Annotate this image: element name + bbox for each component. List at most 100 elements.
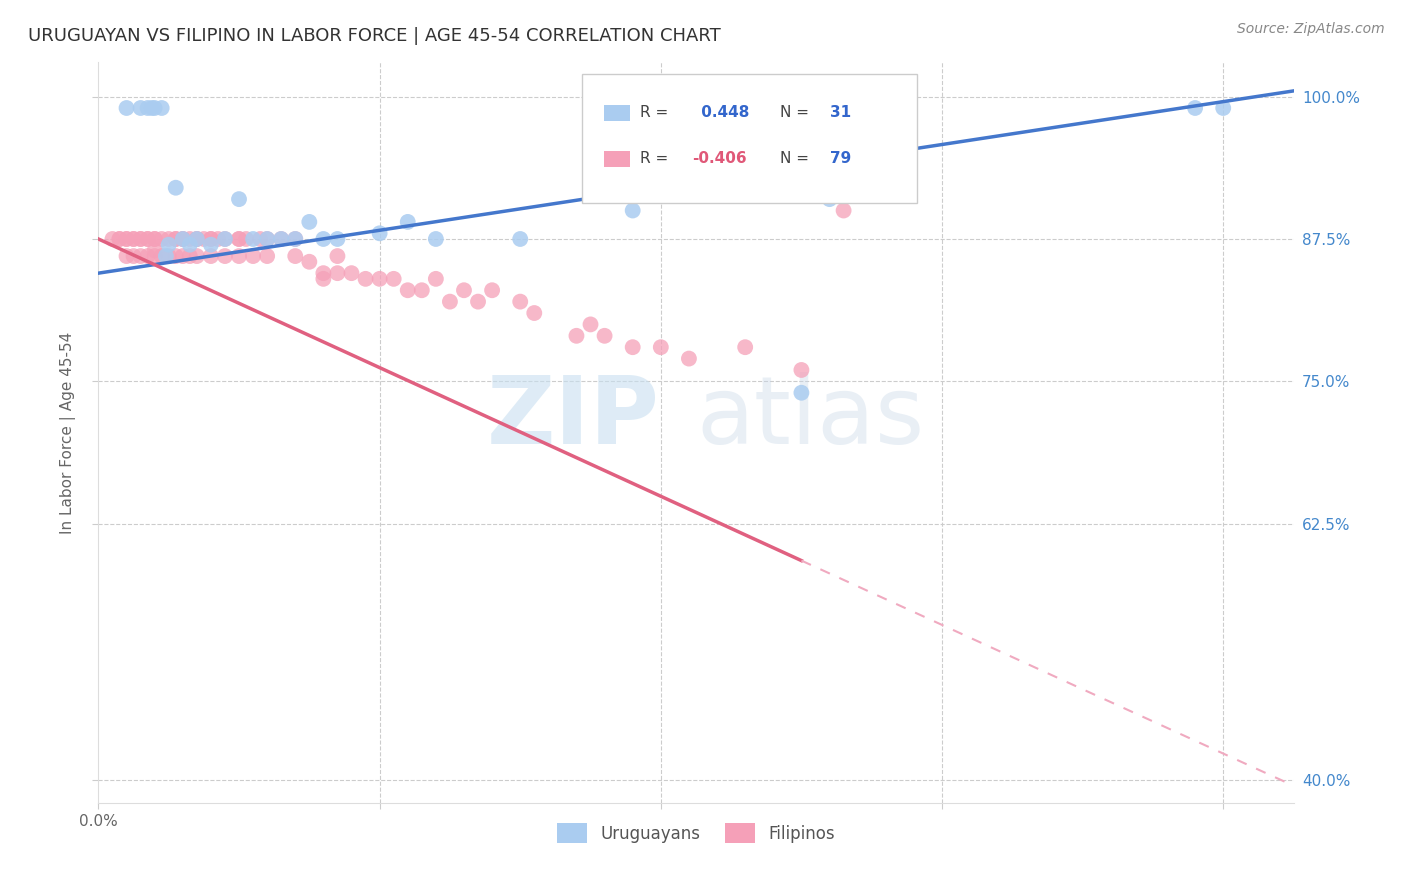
Point — [214, 232, 236, 246]
Point — [136, 232, 159, 246]
Point — [326, 232, 349, 246]
Point — [467, 294, 489, 309]
Point — [150, 249, 173, 263]
Point — [200, 237, 222, 252]
Point — [214, 232, 236, 246]
Point — [256, 232, 278, 246]
Point — [165, 180, 187, 194]
Point — [368, 272, 391, 286]
Point — [678, 351, 700, 366]
Point — [326, 249, 349, 263]
Point — [115, 249, 138, 263]
Point — [172, 232, 194, 246]
Point — [453, 283, 475, 297]
Text: R =: R = — [640, 151, 673, 166]
Point — [214, 249, 236, 263]
Text: URUGUAYAN VS FILIPINO IN LABOR FORCE | AGE 45-54 CORRELATION CHART: URUGUAYAN VS FILIPINO IN LABOR FORCE | A… — [28, 27, 721, 45]
Point — [270, 232, 292, 246]
Point — [228, 232, 250, 246]
Point — [340, 266, 363, 280]
Text: ZIP: ZIP — [488, 372, 661, 464]
Point — [143, 101, 166, 115]
Point — [165, 232, 187, 246]
Point — [284, 232, 307, 246]
Point — [122, 232, 145, 246]
Point — [207, 232, 229, 246]
Point — [579, 318, 602, 332]
Point — [186, 232, 208, 246]
Point — [832, 203, 855, 218]
Point — [165, 232, 187, 246]
Text: 31: 31 — [830, 105, 851, 120]
Point — [790, 363, 813, 377]
Point — [734, 340, 756, 354]
Point — [143, 232, 166, 246]
Point — [157, 232, 180, 246]
Point — [242, 249, 264, 263]
Point — [108, 232, 131, 246]
Point — [565, 328, 588, 343]
Point — [179, 237, 201, 252]
Point — [228, 249, 250, 263]
Point — [172, 232, 194, 246]
Point — [186, 232, 208, 246]
Point — [143, 232, 166, 246]
Point — [312, 272, 335, 286]
Point — [141, 101, 163, 115]
Point — [129, 232, 152, 246]
Point — [150, 101, 173, 115]
Point — [509, 294, 531, 309]
Point — [129, 232, 152, 246]
FancyBboxPatch shape — [582, 73, 917, 203]
Text: Source: ZipAtlas.com: Source: ZipAtlas.com — [1237, 22, 1385, 37]
Text: -0.406: -0.406 — [692, 151, 747, 166]
Point — [129, 249, 152, 263]
Point — [200, 232, 222, 246]
Point — [122, 232, 145, 246]
Point — [186, 249, 208, 263]
Point — [143, 249, 166, 263]
Point — [143, 244, 166, 258]
Point — [115, 232, 138, 246]
Point — [172, 249, 194, 263]
Point — [157, 237, 180, 252]
Text: 0.448: 0.448 — [696, 105, 749, 120]
Point — [1212, 101, 1234, 115]
Point — [298, 215, 321, 229]
Point — [439, 294, 461, 309]
Text: N =: N = — [779, 105, 814, 120]
Point — [368, 227, 391, 241]
Point — [1184, 101, 1206, 115]
Point — [150, 232, 173, 246]
Point — [186, 232, 208, 246]
Point — [101, 232, 124, 246]
Point — [249, 232, 271, 246]
Point — [425, 232, 447, 246]
Point — [172, 232, 194, 246]
Point — [157, 249, 180, 263]
Point — [312, 232, 335, 246]
Point — [284, 232, 307, 246]
Point — [593, 328, 616, 343]
Point — [155, 249, 177, 263]
Point — [509, 232, 531, 246]
Point — [228, 232, 250, 246]
Point — [115, 232, 138, 246]
Point — [122, 249, 145, 263]
Point — [411, 283, 433, 297]
Point — [165, 249, 187, 263]
Point — [136, 249, 159, 263]
Bar — [605, 151, 630, 167]
Point — [382, 272, 405, 286]
Text: 79: 79 — [830, 151, 851, 166]
Legend: Uruguayans, Filipinos: Uruguayans, Filipinos — [550, 816, 842, 850]
Point — [228, 192, 250, 206]
Point — [481, 283, 503, 297]
Point — [354, 272, 377, 286]
Point — [396, 283, 419, 297]
Point — [136, 232, 159, 246]
Point — [129, 101, 152, 115]
Point — [193, 232, 215, 246]
Point — [818, 192, 841, 206]
Point — [115, 101, 138, 115]
